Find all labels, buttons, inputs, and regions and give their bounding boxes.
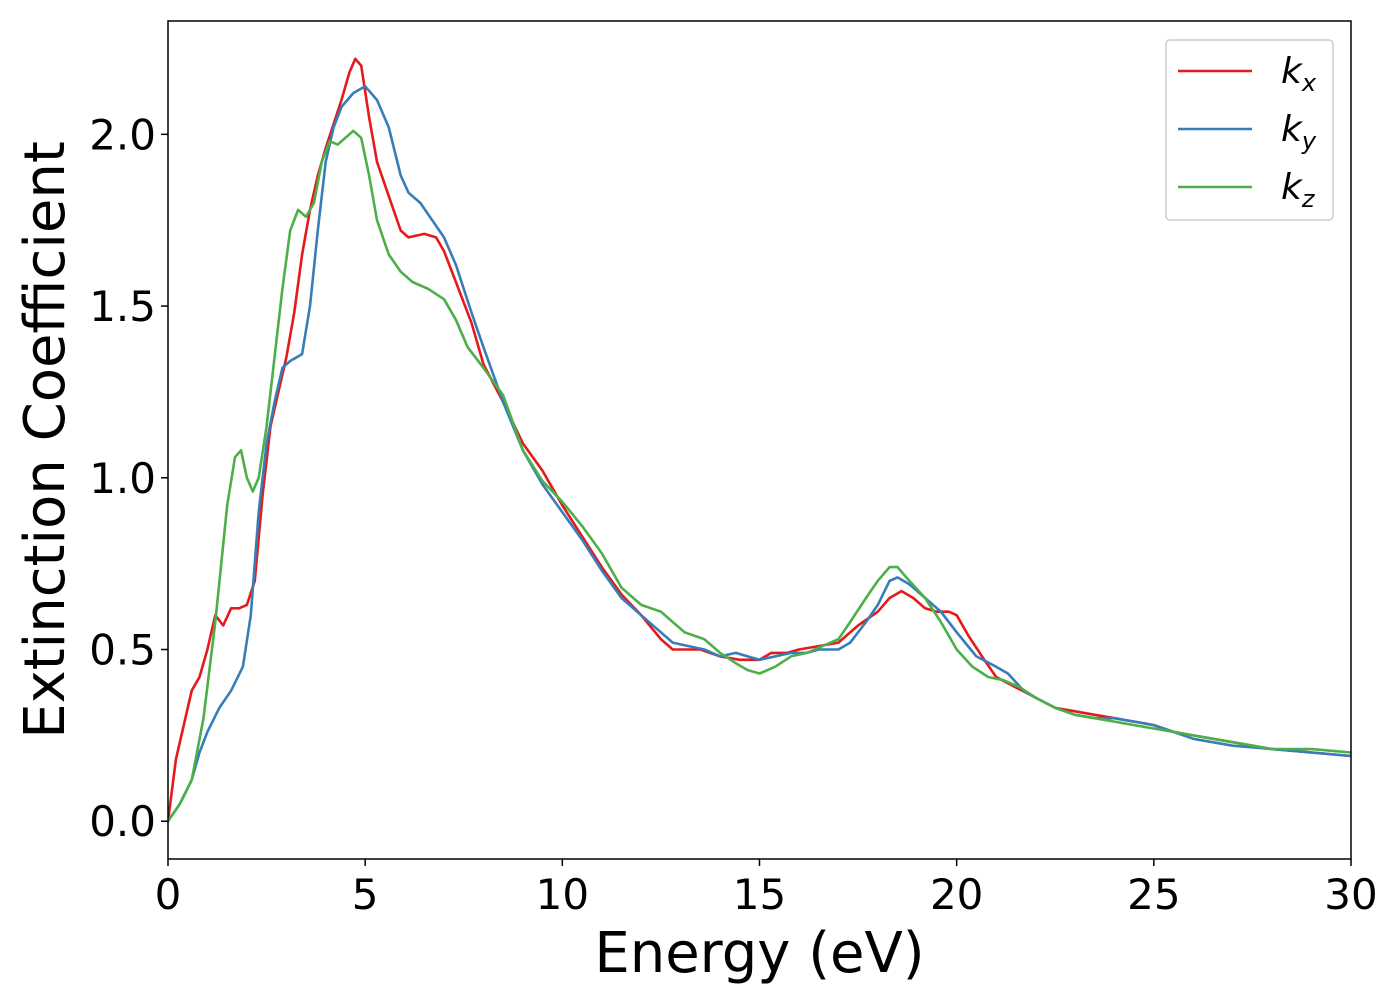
x-axis-ticks: 0 5 10 15 20 25 30 (155, 859, 1378, 919)
y-tick-label: 1.0 (89, 454, 156, 503)
y-axis-label: Extinction Coefficient (13, 141, 78, 739)
y-tick-label: 2.0 (89, 110, 156, 159)
legend-label-main: k (1281, 51, 1304, 92)
legend-label-y: ky (1281, 109, 1317, 155)
x-axis-label: Energy (eV) (594, 921, 924, 986)
x-tick-label: 25 (1127, 870, 1180, 919)
y-tick-label: 0.5 (89, 626, 156, 675)
legend-label-sub: y (1301, 127, 1317, 155)
legend-label-main: k (1281, 109, 1304, 150)
y-axis-ticks: 0.0 0.5 1.0 1.5 2.0 (89, 110, 168, 846)
y-tick-label: 1.5 (89, 282, 156, 331)
x-tick-label: 20 (930, 870, 983, 919)
x-tick-label: 30 (1324, 870, 1377, 919)
legend-label-main: k (1281, 167, 1304, 208)
x-tick-label: 10 (536, 870, 589, 919)
legend-label-z: kz (1281, 167, 1316, 213)
legend-label-sub: x (1301, 69, 1317, 97)
legend-label-x: kx (1281, 51, 1317, 97)
legend-label-sub: z (1301, 185, 1316, 213)
x-tick-label: 15 (733, 870, 786, 919)
plot-lines (168, 57, 1351, 823)
x-tick-label: 0 (155, 870, 182, 919)
y-tick-label: 0.0 (89, 797, 156, 846)
x-tick-label: 5 (352, 870, 379, 919)
series-line-z (168, 129, 1351, 823)
